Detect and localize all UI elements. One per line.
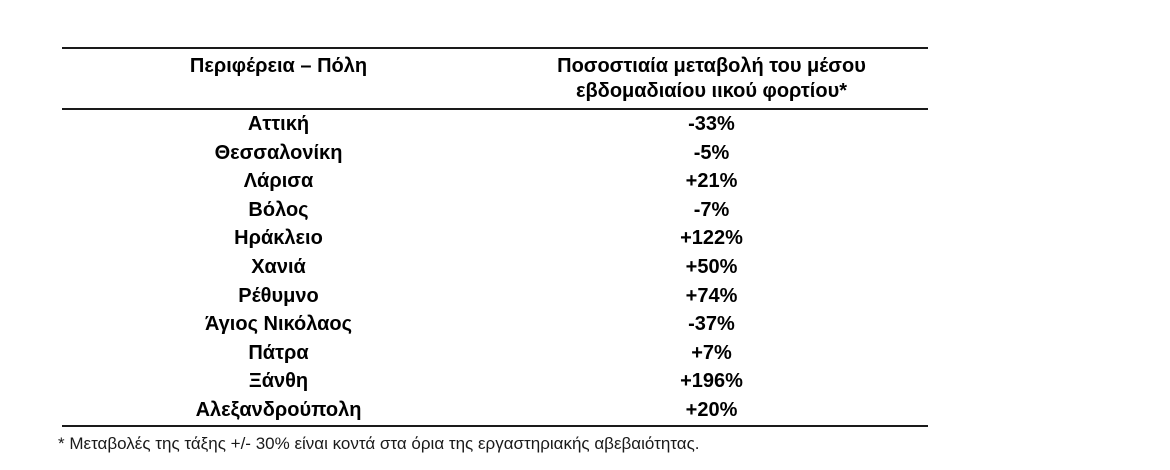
city-cell: Λάρισα (243, 170, 314, 193)
city-cell: Πάτρα (248, 341, 309, 364)
table-row: Βόλος -7% (62, 196, 928, 225)
change-cell: -37% (688, 313, 735, 336)
city-cell: Άγιος Νικόλαος (204, 313, 353, 336)
city-cell: Αλεξανδρούπολη (195, 398, 362, 421)
city-cell: Αττική (247, 113, 310, 135)
change-cell: -5% (693, 141, 730, 164)
city-cell: Βόλος (248, 198, 309, 221)
table-row: Θεσσαλονίκη -5% (62, 139, 928, 168)
table-body: Αττική -33% Θεσσαλονίκη -5% Λάρισα +21% Βόλος -… (62, 110, 928, 425)
change-cell: +74% (685, 284, 738, 307)
table-row: Χανιά +50% (62, 253, 928, 282)
table-row: Άγιος Νικόλαος -37% (62, 310, 928, 339)
change-cell: -33% (688, 113, 735, 135)
header-change-label: Ποσοστιαία μεταβολή του μέσου εβδομαδιαί… (557, 55, 866, 102)
table-row: Λάρισα +21% (62, 167, 928, 196)
change-cell: -7% (693, 198, 730, 221)
report-table-figure: Περιφέρεια – Πόλη Ποσοστιαία μεταβολή το… (58, 47, 928, 454)
change-cell: +7% (691, 341, 732, 364)
data-table: Περιφέρεια – Πόλη Ποσοστιαία μεταβολή το… (62, 47, 928, 427)
header-city-label: Περιφέρεια – Πόλη (189, 55, 368, 77)
city-cell: Ρέθυμνο (238, 284, 319, 307)
table-row: Ξάνθη +196% (62, 367, 928, 396)
header-change-column: Ποσοστιαία μεταβολή του μέσου εβδομαδιαί… (495, 54, 928, 104)
city-cell: Χανιά (251, 255, 306, 278)
change-cell: +196% (680, 370, 743, 393)
footnote: * Μεταβολές της τάξης +/- 30% είναι κοντ… (58, 433, 700, 453)
change-cell: +21% (685, 170, 738, 193)
table-row: Αλεξανδρούπολη +20% (62, 396, 928, 425)
city-cell: Ηράκλειο (234, 227, 323, 250)
header-city-column: Περιφέρεια – Πόλη (62, 54, 495, 104)
change-cell: +122% (680, 227, 743, 250)
change-cell: +50% (685, 255, 738, 278)
city-cell: Ξάνθη (248, 370, 309, 393)
change-cell: +20% (685, 398, 738, 421)
table-row: Αττική -33% (62, 110, 928, 139)
table-row: Ρέθυμνο +74% (62, 282, 928, 311)
city-cell: Θεσσαλονίκη (214, 141, 343, 164)
table-header-row: Περιφέρεια – Πόλη Ποσοστιαία μεταβολή το… (62, 49, 928, 110)
table-row: Ηράκλειο +122% (62, 224, 928, 253)
table-row: Πάτρα +7% (62, 339, 928, 368)
